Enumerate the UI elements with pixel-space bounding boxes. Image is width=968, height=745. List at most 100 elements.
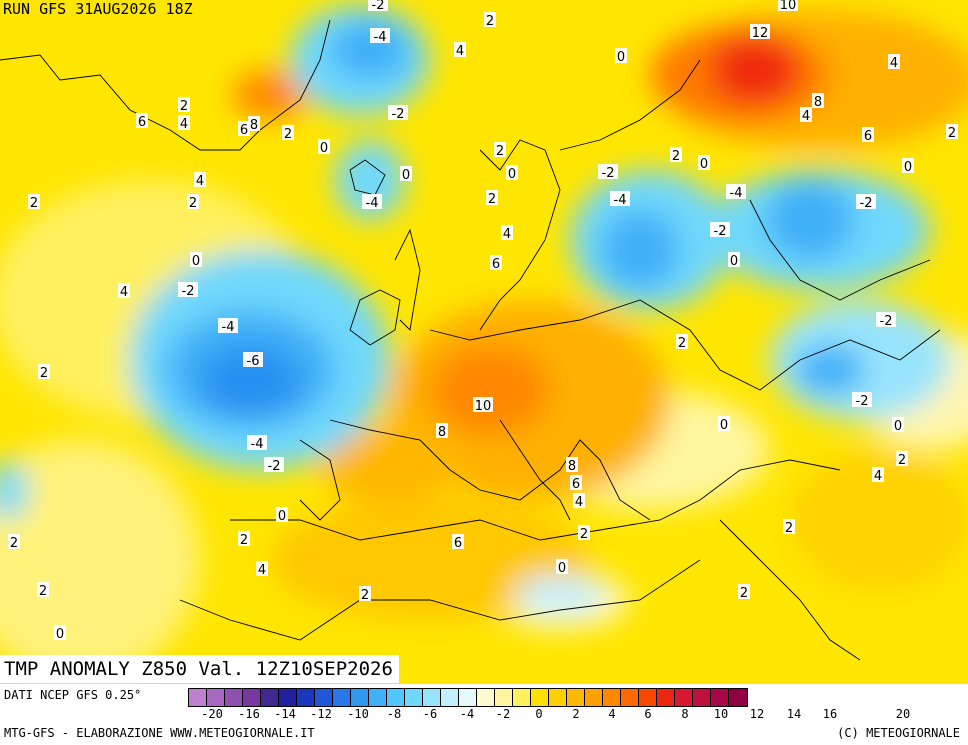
contour-label: 2 (578, 525, 590, 542)
anomaly-field (0, 5, 968, 680)
svg-text:4: 4 (196, 174, 204, 189)
svg-text:0: 0 (700, 157, 708, 172)
svg-text:0: 0 (720, 418, 728, 433)
contour-label: 2 (38, 364, 50, 381)
contour-label: -6 (243, 352, 263, 369)
svg-text:-4: -4 (222, 320, 235, 335)
svg-text:4: 4 (503, 227, 511, 242)
svg-text:0: 0 (278, 509, 286, 524)
svg-text:6: 6 (240, 123, 248, 138)
contour-label: 4 (800, 107, 812, 124)
scale-swatch (351, 689, 369, 706)
svg-text:-2: -2 (602, 166, 615, 181)
svg-text:0: 0 (508, 167, 516, 182)
contour-label: 0 (698, 155, 710, 172)
svg-text:6: 6 (138, 115, 146, 130)
scale-swatch (369, 689, 387, 706)
svg-text:2: 2 (10, 536, 18, 551)
svg-text:4: 4 (258, 563, 266, 578)
contour-label: 0 (54, 625, 66, 642)
svg-text:-4: -4 (374, 30, 387, 45)
scale-swatch (387, 689, 405, 706)
contour-label: 2 (187, 194, 199, 211)
svg-text:4: 4 (874, 469, 882, 484)
scale-swatch (729, 689, 747, 706)
scale-tick-label: -6 (422, 707, 438, 721)
scale-swatch (333, 689, 351, 706)
contour-label: 6 (490, 255, 502, 272)
contour-label: -2 (710, 222, 730, 239)
scale-tick-label: 2 (572, 707, 580, 721)
contour-label: 0 (902, 158, 914, 175)
contour-label: 4 (454, 42, 466, 59)
svg-text:2: 2 (672, 149, 680, 164)
scale-tick-label: -14 (274, 707, 296, 721)
contour-label: 4 (888, 54, 900, 71)
credits-left: MTG-GFS - ELABORAZIONE WWW.METEOGIORNALE… (4, 726, 315, 740)
svg-text:8: 8 (438, 425, 446, 440)
scale-tick-labels: -20 -16 -14 -12 -10 -8 -6 -4 -2 0 2 4 6 8 10 12 14 16 20 (188, 707, 968, 723)
scale-tick-label: 16 (822, 707, 838, 721)
main-title: TMP ANOMALY Z850 Val. 12Z10SEP2026 (0, 655, 399, 683)
scale-swatch (315, 689, 333, 706)
scale-tick-label: -12 (310, 707, 332, 721)
scale-swatch (621, 689, 639, 706)
svg-text:8: 8 (250, 118, 258, 133)
scale-swatch (207, 689, 225, 706)
contour-label: 6 (862, 127, 874, 144)
svg-text:2: 2 (486, 14, 494, 29)
data-source-label: DATI NCEP GFS 0.25° (4, 688, 142, 702)
contour-label: -2 (598, 164, 618, 181)
svg-text:0: 0 (894, 419, 902, 434)
svg-text:8: 8 (814, 95, 822, 110)
svg-text:-2: -2 (856, 394, 869, 409)
contour-label: 0 (190, 252, 202, 269)
scale-swatch (639, 689, 657, 706)
scale-tick-label: 14 (786, 707, 802, 721)
scale-swatch (531, 689, 549, 706)
contour-label: -2 (388, 105, 408, 122)
svg-text:4: 4 (120, 285, 128, 300)
contour-label: 4 (573, 493, 585, 510)
svg-text:2: 2 (240, 533, 248, 548)
svg-text:0: 0 (730, 254, 738, 269)
svg-text:2: 2 (488, 192, 496, 207)
contour-label: -2 (264, 457, 284, 474)
contour-label: 2 (359, 586, 371, 603)
svg-text:6: 6 (492, 257, 500, 272)
svg-text:-4: -4 (730, 186, 743, 201)
contour-label: 2 (238, 531, 250, 548)
anomaly-map: -2 2 10 -4 4 0 12 4 2 6 4 8 6 2 -2 8 4 6 2 0 2 2 0 0 0 0 -2 4 2 2 -4 2-… (0, 0, 968, 684)
svg-text:2: 2 (284, 127, 292, 142)
scale-tick-label: 12 (749, 707, 765, 721)
footer: DATI NCEP GFS 0.25° -20 -16 -14 -12 -10 -8 -6-… (0, 684, 968, 745)
contour-label: 2 (738, 584, 750, 601)
contour-label: 4 (256, 561, 268, 578)
contour-label: 2 (486, 190, 498, 207)
contour-label: 0 (728, 252, 740, 269)
svg-text:2: 2 (785, 521, 793, 536)
contour-label: 2 (896, 451, 908, 468)
svg-text:0: 0 (617, 50, 625, 65)
contour-label: 8 (566, 457, 578, 474)
scale-swatch (243, 689, 261, 706)
contour-label: 12 (750, 24, 770, 41)
scale-tick-label: 10 (713, 707, 729, 721)
svg-text:2: 2 (39, 584, 47, 599)
scale-tick-label: 0 (535, 707, 543, 721)
contour-label: 2 (37, 582, 49, 599)
svg-text:6: 6 (572, 477, 580, 492)
svg-text:2: 2 (180, 99, 188, 114)
svg-text:0: 0 (192, 254, 200, 269)
contour-label: 4 (118, 283, 130, 300)
scale-tick-label: -2 (495, 707, 511, 721)
svg-text:-4: -4 (614, 193, 627, 208)
svg-text:10: 10 (475, 399, 492, 414)
svg-text:2: 2 (496, 144, 504, 159)
scale-swatch (711, 689, 729, 706)
contour-label: 10 (473, 397, 493, 414)
contour-label: -4 (362, 194, 382, 211)
contour-label: -2 (178, 282, 198, 299)
svg-text:-2: -2 (182, 284, 195, 299)
